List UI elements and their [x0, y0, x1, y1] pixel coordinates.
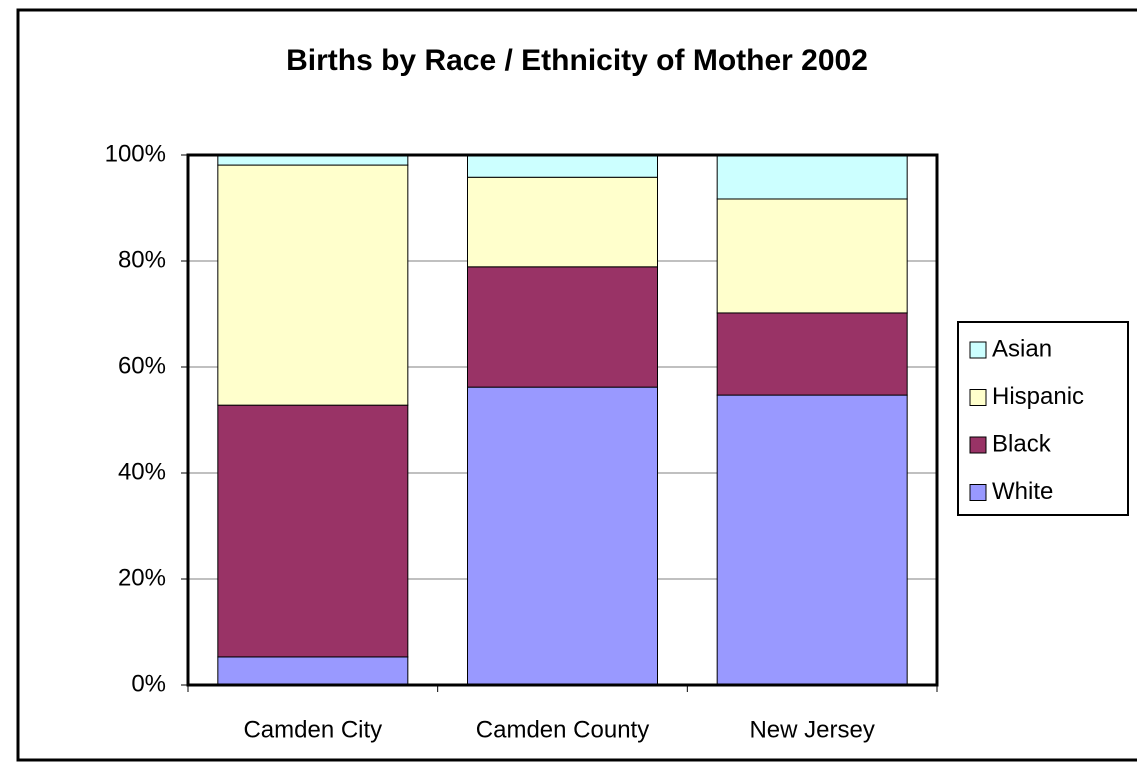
bar-segment — [217, 164, 409, 406]
bar-segment — [716, 198, 908, 314]
bar-segment — [716, 312, 908, 396]
y-tick-label: 20% — [118, 564, 166, 591]
y-tick-label: 0% — [131, 670, 166, 697]
bar-segment — [467, 386, 658, 686]
plot-border — [186, 153, 939, 687]
bar-segment — [467, 176, 658, 268]
legend-swatch — [969, 484, 987, 501]
legend-swatch — [969, 389, 987, 406]
legend-label: Hispanic — [992, 383, 1084, 410]
y-tick-label: 60% — [118, 352, 166, 379]
legend-label: Asian — [992, 335, 1052, 362]
x-tick-label: New Jersey — [749, 716, 874, 743]
legend-label: White — [992, 478, 1053, 505]
x-tick-label: Camden County — [476, 716, 649, 743]
bar-segment — [467, 154, 658, 178]
legend-swatch — [969, 436, 987, 454]
legend-swatch — [969, 341, 987, 359]
chart-title: Births by Race / Ethnicity of Mother 200… — [286, 44, 868, 77]
y-tick-label: 80% — [118, 246, 166, 273]
bar-segment — [467, 266, 658, 388]
y-tick-label: 40% — [118, 458, 166, 485]
y-tick-label: 100% — [105, 140, 166, 167]
x-tick-label: Camden City — [243, 716, 382, 743]
bar-segment — [217, 154, 409, 166]
bar-segment — [716, 154, 908, 200]
bar-segment — [217, 404, 409, 658]
bar-segment — [217, 656, 409, 686]
bar-segment — [716, 394, 908, 686]
legend-label: Black — [992, 430, 1052, 457]
